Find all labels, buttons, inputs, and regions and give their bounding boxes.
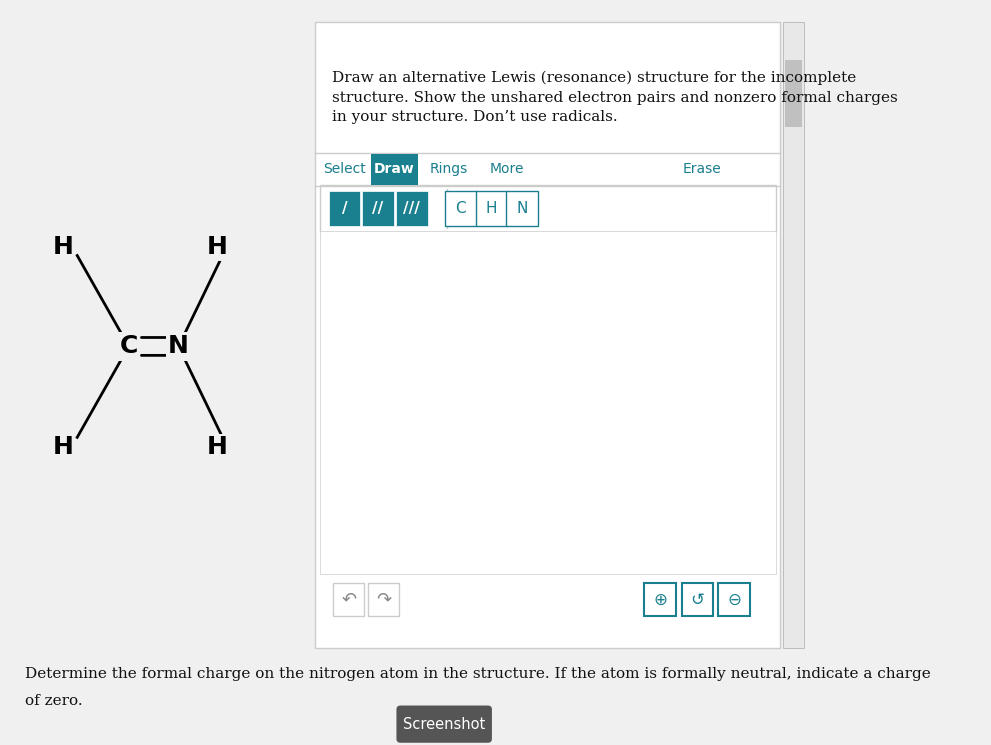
Text: H: H [53,435,73,459]
Text: of zero.: of zero. [25,694,82,708]
Text: ↷: ↷ [376,591,391,609]
FancyBboxPatch shape [333,583,365,617]
Text: Erase: Erase [682,162,720,177]
Text: H: H [53,235,73,259]
FancyBboxPatch shape [506,191,538,226]
FancyBboxPatch shape [783,22,804,648]
Text: C: C [456,201,466,216]
Text: ⊖: ⊖ [727,591,741,609]
FancyBboxPatch shape [445,191,477,226]
FancyBboxPatch shape [371,154,417,185]
Text: N: N [516,201,528,216]
Text: ///: /// [403,201,420,216]
FancyBboxPatch shape [362,191,393,226]
FancyBboxPatch shape [329,191,361,226]
FancyBboxPatch shape [476,191,507,226]
FancyBboxPatch shape [315,22,781,648]
FancyBboxPatch shape [396,191,427,226]
Text: Draw an alternative Lewis (resonance) structure for the incomplete
structure. Sh: Draw an alternative Lewis (resonance) st… [332,71,898,124]
Text: ↶: ↶ [341,591,356,609]
Text: Draw: Draw [374,162,415,177]
Text: /: / [342,201,348,216]
FancyBboxPatch shape [320,231,776,574]
FancyBboxPatch shape [368,583,399,617]
Text: More: More [490,162,523,177]
FancyBboxPatch shape [682,583,714,617]
Text: ↺: ↺ [691,591,705,609]
Text: ⊕: ⊕ [653,591,667,609]
Text: Screenshot: Screenshot [403,717,486,732]
Text: H: H [207,435,228,459]
Text: H: H [207,235,228,259]
Text: Determine the formal charge on the nitrogen atom in the structure. If the atom i: Determine the formal charge on the nitro… [25,667,931,681]
Text: Rings: Rings [430,162,469,177]
FancyBboxPatch shape [644,583,676,617]
FancyBboxPatch shape [785,60,802,127]
Text: H: H [486,201,497,216]
Text: Select: Select [323,162,366,177]
FancyBboxPatch shape [718,583,750,617]
Text: N: N [168,335,189,358]
Text: //: // [373,201,384,216]
FancyBboxPatch shape [396,706,492,743]
Text: C: C [120,335,138,358]
